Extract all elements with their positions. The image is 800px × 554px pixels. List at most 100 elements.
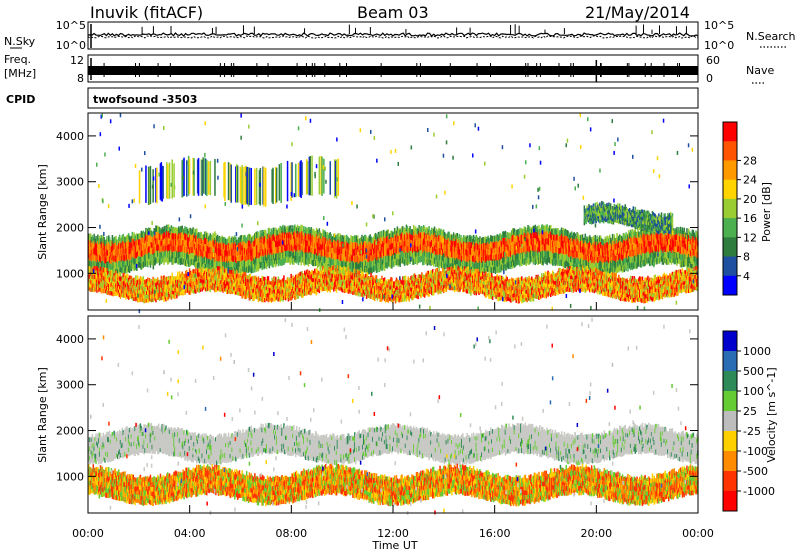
heatmap-cell — [99, 244, 102, 251]
heatmap-cell — [137, 256, 140, 262]
heatmap-cell — [263, 250, 265, 257]
heatmap-cell — [118, 241, 121, 248]
heatmap-cell — [283, 258, 285, 265]
heatmap-cell — [324, 263, 326, 270]
heatmap-cell — [273, 234, 275, 241]
heatmap-cell — [169, 251, 172, 257]
heatmap-cell — [197, 249, 200, 256]
heatmap-cell — [246, 266, 249, 273]
heatmap-cell — [140, 263, 143, 270]
heatmap-cell — [252, 248, 254, 255]
heatmap-cell — [308, 239, 311, 246]
heatmap-cell — [258, 241, 261, 247]
heatmap-cell — [137, 250, 139, 257]
heatmap-cell — [132, 239, 135, 246]
heatmap-cell — [257, 264, 260, 272]
heatmap-cell — [220, 256, 223, 263]
heatmap-cell — [219, 261, 222, 268]
heatmap-cell — [116, 266, 118, 273]
heatmap-cell — [213, 259, 215, 266]
heatmap-cell — [120, 261, 123, 268]
heatmap-cell — [106, 242, 108, 249]
heatmap-cell — [154, 259, 156, 266]
heatmap-cell — [122, 267, 125, 274]
heatmap-cell — [181, 251, 184, 259]
heatmap-cell — [304, 229, 306, 236]
heatmap-cell — [180, 258, 183, 265]
heatmap-cell — [97, 247, 99, 254]
heatmap-cell — [167, 225, 169, 233]
heatmap-cell — [250, 249, 253, 256]
heatmap-cell — [157, 238, 160, 245]
heatmap-cell — [157, 232, 160, 239]
heatmap-cell — [283, 227, 285, 234]
heatmap-cell — [241, 244, 243, 251]
heatmap-cell — [304, 253, 306, 260]
heatmap-cell — [239, 255, 242, 262]
heatmap-cell — [147, 235, 149, 242]
heatmap-cell — [139, 257, 142, 263]
heatmap-cell — [324, 230, 326, 237]
heatmap-cell — [322, 235, 324, 243]
heatmap-cell — [148, 252, 151, 259]
heatmap-cell — [269, 254, 272, 261]
heatmap-cell — [278, 234, 281, 241]
heatmap-cell — [330, 252, 332, 259]
heatmap-cell — [192, 227, 194, 234]
heatmap-cell — [275, 229, 278, 236]
heatmap-cell — [255, 251, 258, 259]
heatmap-cell — [160, 275, 163, 280]
heatmap-cell — [297, 246, 300, 253]
heatmap-cell — [118, 237, 120, 244]
freq-unit-label: [MHz] — [4, 67, 36, 80]
heatmap-cell — [262, 242, 264, 250]
heatmap-cell — [329, 250, 332, 257]
heatmap-cell — [102, 260, 105, 268]
heatmap-cell — [188, 240, 191, 248]
heatmap-cell — [98, 238, 100, 245]
heatmap-cell — [241, 250, 243, 256]
heatmap-cell — [324, 261, 327, 268]
heatmap-cell — [166, 230, 168, 238]
heatmap-cell — [258, 257, 261, 264]
heatmap-cell — [306, 258, 309, 265]
heatmap-cell — [192, 240, 194, 247]
heatmap-cell — [199, 232, 202, 239]
heatmap-cell — [307, 240, 310, 247]
heatmap-cell — [217, 262, 220, 269]
heatmap-cell — [255, 238, 258, 246]
heatmap-cell — [250, 267, 253, 274]
heatmap-cell — [195, 255, 197, 262]
heatmap-cell — [133, 251, 135, 259]
heatmap-cell — [317, 249, 320, 256]
heatmap-cell — [147, 260, 149, 268]
heatmap-cell — [252, 241, 254, 249]
heatmap-cell — [131, 250, 134, 257]
heatmap-cell — [187, 260, 190, 267]
heatmap-cell — [258, 252, 261, 258]
heatmap-cell — [286, 238, 289, 245]
heatmap-cell — [264, 249, 266, 256]
heatmap-cell — [118, 243, 120, 250]
heatmap-cell — [224, 237, 226, 244]
heatmap-cell — [150, 241, 153, 248]
heatmap-cell — [199, 251, 202, 258]
heatmap-cell — [111, 241, 114, 248]
heatmap-cell — [118, 261, 120, 268]
heatmap-cell — [100, 235, 103, 242]
heatmap-cell — [259, 262, 262, 269]
heatmap-cell — [312, 247, 314, 254]
heatmap-cell — [170, 255, 173, 262]
heatmap-cell — [275, 247, 277, 254]
heatmap-cell — [172, 239, 174, 246]
heatmap-cell — [124, 255, 126, 262]
heatmap-cell — [209, 265, 212, 272]
heatmap-cell — [260, 244, 263, 251]
heatmap-cell — [299, 232, 302, 239]
heatmap-cell — [157, 225, 159, 232]
heatmap-cell — [273, 240, 275, 247]
heatmap-cell — [334, 253, 337, 260]
heatmap-cell — [204, 244, 206, 251]
heatmap-cell — [93, 240, 95, 248]
heatmap-cell — [330, 234, 332, 241]
